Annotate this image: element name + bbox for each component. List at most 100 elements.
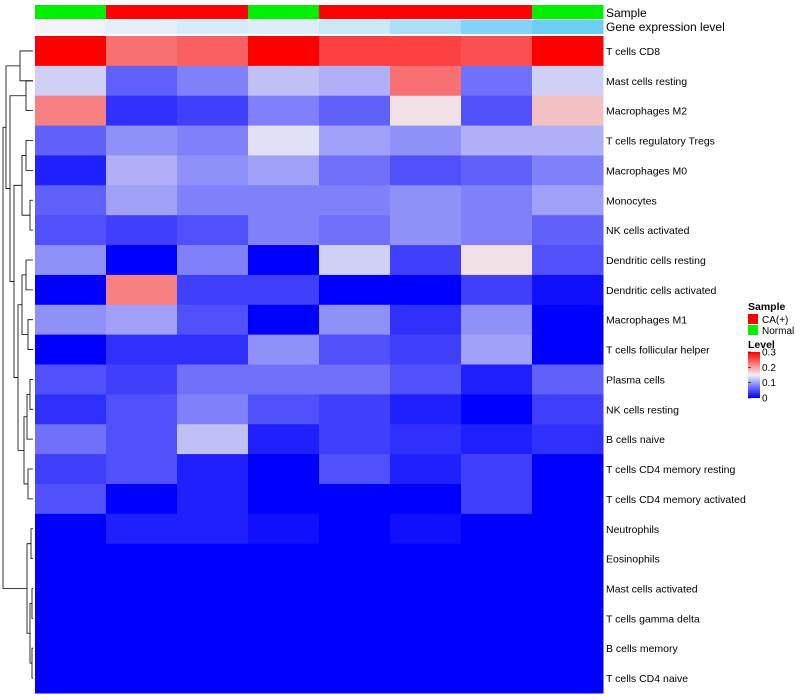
heatmap-cell: [319, 483, 391, 515]
heatmap-cell: [461, 125, 533, 156]
heatmap-cell: [177, 125, 249, 156]
heatmap-cell: [319, 364, 391, 395]
heatmap-cell: [319, 513, 391, 545]
heatmap-cell: [461, 65, 533, 97]
row-label: T cells CD4 naive: [606, 673, 688, 685]
heatmap-cell: [319, 245, 391, 276]
heatmap-cell: [106, 454, 178, 485]
heatmap-cell: [390, 304, 462, 336]
heatmap-cell: [390, 394, 462, 425]
heatmap-cell: [319, 185, 391, 216]
dendrogram-branch: [25, 140, 33, 171]
heatmap-cell: [461, 454, 533, 485]
heatmap-cell: [35, 364, 107, 395]
heatmap-cell: [248, 513, 320, 545]
heatmap-cell: [319, 394, 391, 425]
heatmap-cell: [461, 215, 533, 246]
annotation-rows: [35, 5, 604, 34]
row-label: Dendritic cells resting: [606, 255, 706, 267]
sample-annotation-cell: [319, 5, 391, 19]
legend-sample-label: CA(+): [762, 315, 788, 326]
heatmap-cell: [35, 424, 107, 455]
heatmap-cell: [177, 513, 249, 545]
heatmap-cell: [461, 274, 533, 306]
heatmap-cell: [319, 663, 391, 694]
row-label: T cells CD4 memory activated: [606, 494, 746, 506]
heatmap-cell: [248, 155, 320, 186]
row-label: T cells CD8: [606, 46, 660, 58]
heatmap-cell: [532, 185, 604, 216]
heatmap-cell: [177, 65, 249, 97]
row-label: Monocytes: [606, 195, 657, 207]
heatmap-cell: [532, 633, 604, 664]
annotation-labels: Sample Gene expression level: [606, 6, 725, 34]
heatmap-cell: [248, 663, 320, 694]
heatmap-cell: [177, 36, 249, 67]
heatmap-cell: [35, 95, 107, 127]
heatmap-cell: [461, 304, 533, 336]
dendrogram-branch: [27, 468, 33, 500]
heatmap-cell: [106, 543, 178, 575]
legend-level-tick-label: 0.1: [762, 378, 776, 389]
heatmap-cell: [532, 274, 604, 306]
heatmap-cell: [390, 483, 462, 515]
heatmap-cell: [35, 245, 107, 276]
row-label: Macrophages M0: [606, 165, 687, 177]
row-label: NK cells resting: [606, 404, 679, 416]
heatmap-cell: [390, 245, 462, 276]
heatmap-cell: [106, 603, 178, 634]
heatmap-cell: [319, 65, 391, 97]
heatmap-cell: [106, 633, 178, 664]
heatmap-cell: [35, 394, 107, 425]
heatmap-cell: [177, 633, 249, 664]
heatmap-cell: [390, 663, 462, 694]
heatmap-cell: [35, 513, 107, 545]
heatmap-cell: [461, 36, 533, 67]
heatmap-cell: [35, 304, 107, 336]
heatmap-cell: [248, 454, 320, 485]
dendrogram-branch: [17, 304, 24, 451]
heatmap-cell: [106, 125, 178, 156]
heatmap-cell: [106, 304, 178, 336]
heatmap-cell: [319, 95, 391, 127]
heatmap-cell: [461, 95, 533, 127]
sample-annotation-label: Sample: [606, 6, 647, 20]
row-dendrogram: [2, 50, 33, 679]
dendrogram-branch: [29, 199, 33, 231]
gene-expression-annotation-cell: [106, 20, 178, 34]
heatmap-cell: [248, 603, 320, 634]
heatmap-cell: [177, 215, 249, 246]
heatmap-cell: [35, 633, 107, 664]
heatmap-cell: [461, 543, 533, 575]
heatmap-cell: [248, 304, 320, 336]
row-labels: T cells CD8 Mast cells resting Macrophages…: [606, 46, 746, 685]
heatmap-cell: [532, 394, 604, 425]
heatmap-cell: [461, 245, 533, 276]
dendrogram-branch: [25, 259, 33, 291]
heatmap-cell: [532, 65, 604, 97]
heatmap-cell: [319, 125, 391, 156]
dendrogram-branch: [31, 588, 33, 619]
heatmap-cell: [319, 454, 391, 485]
heatmap-cell: [390, 95, 462, 127]
heatmap-cell: [248, 334, 320, 365]
heatmap-cell: [390, 334, 462, 365]
heatmap-cell: [390, 36, 462, 67]
heatmap-cell: [35, 543, 107, 575]
heatmap-cell: [248, 424, 320, 455]
heatmap-cell: [35, 155, 107, 186]
heatmap-cell: [390, 65, 462, 97]
sample-annotation-cell: [461, 5, 533, 19]
dendrogram-branch: [19, 50, 33, 82]
heatmap-cell: [106, 95, 178, 127]
heatmap-cell: [319, 215, 391, 246]
heatmap-cell: [461, 513, 533, 545]
heatmap-cell: [532, 483, 604, 515]
heatmap-cell: [532, 573, 604, 604]
heatmap-cell: [248, 364, 320, 395]
row-label: Mast cells activated: [606, 583, 698, 595]
heatmap-cell: [390, 215, 462, 246]
heatmap-cell: [532, 245, 604, 276]
row-label: Mast cells resting: [606, 76, 687, 88]
gene-expression-annotation-cell: [319, 20, 391, 34]
